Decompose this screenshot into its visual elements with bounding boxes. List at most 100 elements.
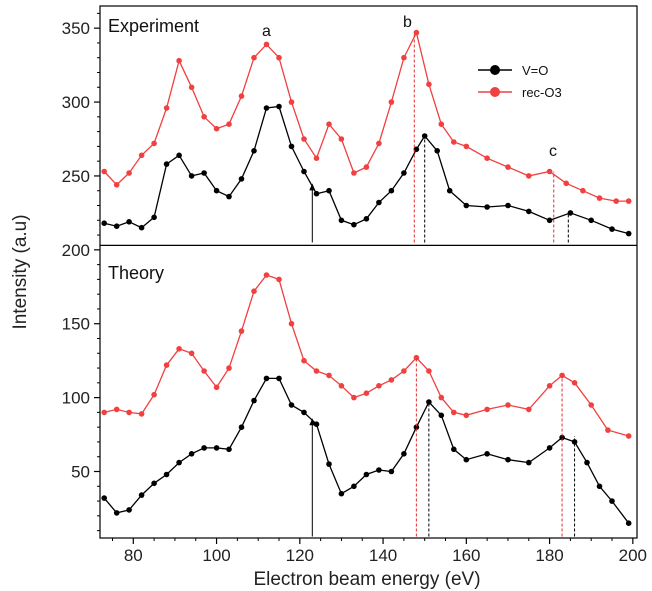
data-point — [413, 354, 420, 361]
data-point — [609, 226, 615, 232]
data-point — [201, 114, 207, 120]
data-point — [546, 168, 553, 175]
data-point — [376, 199, 382, 206]
data-point — [226, 121, 232, 127]
series-line — [104, 105, 629, 235]
y-tick-label: 300 — [62, 93, 90, 112]
data-point — [126, 170, 132, 176]
data-point — [326, 187, 332, 194]
data-point — [301, 357, 307, 364]
legend: V=O rec-O3 — [478, 63, 562, 100]
data-point — [188, 350, 195, 357]
data-point — [276, 54, 282, 61]
series-line — [103, 377, 630, 524]
data-point — [288, 99, 295, 105]
data-point — [226, 446, 232, 453]
tick-layer: 80 100 120 140 160 180 200 50 100 150 200 250 300 350 — [62, 12, 647, 565]
data-point — [505, 164, 511, 170]
data-point — [251, 288, 257, 295]
data-point — [338, 490, 345, 497]
data-point — [526, 173, 532, 179]
arrow-head — [309, 183, 316, 191]
data-point — [625, 230, 632, 237]
data-point — [451, 409, 457, 416]
data-point — [301, 409, 307, 416]
data-point — [301, 168, 307, 175]
data-point — [451, 139, 457, 145]
data-point — [151, 480, 157, 487]
data-point — [288, 402, 295, 408]
data-point — [567, 210, 574, 216]
data-point — [113, 182, 120, 188]
data-point — [484, 451, 490, 457]
data-point — [388, 99, 395, 105]
data-point — [326, 372, 332, 379]
data-point — [376, 140, 382, 147]
data-point — [163, 471, 170, 478]
data-point — [251, 54, 257, 61]
annotation-layer — [309, 32, 576, 537]
data-point — [101, 495, 107, 501]
panel-title-experiment: Experiment — [108, 16, 199, 36]
data-point — [596, 195, 603, 201]
data-point — [201, 368, 207, 374]
panel-title-theory: Theory — [108, 263, 164, 283]
data-point — [351, 394, 357, 401]
data-point — [313, 368, 320, 374]
data-point — [376, 467, 382, 473]
marker-label-c: c — [549, 143, 557, 160]
arrow-head — [309, 418, 316, 426]
data-point — [526, 208, 532, 215]
data-point — [251, 148, 257, 154]
x-tick-label: 200 — [619, 546, 647, 565]
data-point — [163, 161, 170, 167]
data-point — [559, 372, 565, 379]
data-point — [151, 214, 157, 221]
data-point — [301, 136, 307, 142]
data-point — [138, 411, 145, 417]
plot-frame — [99, 5, 638, 539]
data-point — [338, 136, 345, 142]
x-tick-label: 160 — [452, 546, 480, 565]
data-point — [151, 391, 157, 398]
data-point — [351, 170, 357, 176]
data-point — [613, 198, 619, 204]
data-point — [363, 390, 370, 397]
data-point — [163, 105, 170, 111]
data-point — [263, 105, 270, 111]
data-point — [463, 202, 470, 209]
data-point — [213, 125, 220, 132]
data-point — [526, 406, 532, 413]
data-point — [176, 346, 182, 352]
data-point — [151, 140, 157, 147]
data-point — [363, 164, 370, 170]
data-point — [588, 217, 594, 224]
data-point — [559, 434, 565, 441]
data-point — [388, 377, 395, 383]
legend-label-reco3: rec-O3 — [522, 85, 562, 100]
data-point — [505, 402, 511, 408]
data-point — [413, 29, 420, 36]
data-point — [446, 187, 453, 194]
x-tick-label: 180 — [535, 546, 563, 565]
data-point — [263, 272, 270, 278]
x-axis-title: Electron beam energy (eV) — [253, 569, 480, 590]
data-point — [413, 146, 420, 153]
data-point — [313, 155, 320, 161]
x-tick-label: 120 — [286, 546, 314, 565]
data-point — [213, 187, 220, 194]
data-point — [188, 173, 195, 179]
data-point — [426, 399, 432, 405]
data-point — [463, 143, 470, 150]
data-point — [463, 456, 470, 463]
series-line — [103, 30, 629, 202]
data-point — [176, 57, 182, 64]
data-point — [625, 520, 632, 526]
data-point — [188, 451, 195, 457]
data-point — [484, 204, 490, 210]
data-point — [113, 406, 120, 413]
data-point — [580, 187, 586, 194]
data-point — [313, 421, 320, 428]
data-point — [438, 121, 445, 127]
